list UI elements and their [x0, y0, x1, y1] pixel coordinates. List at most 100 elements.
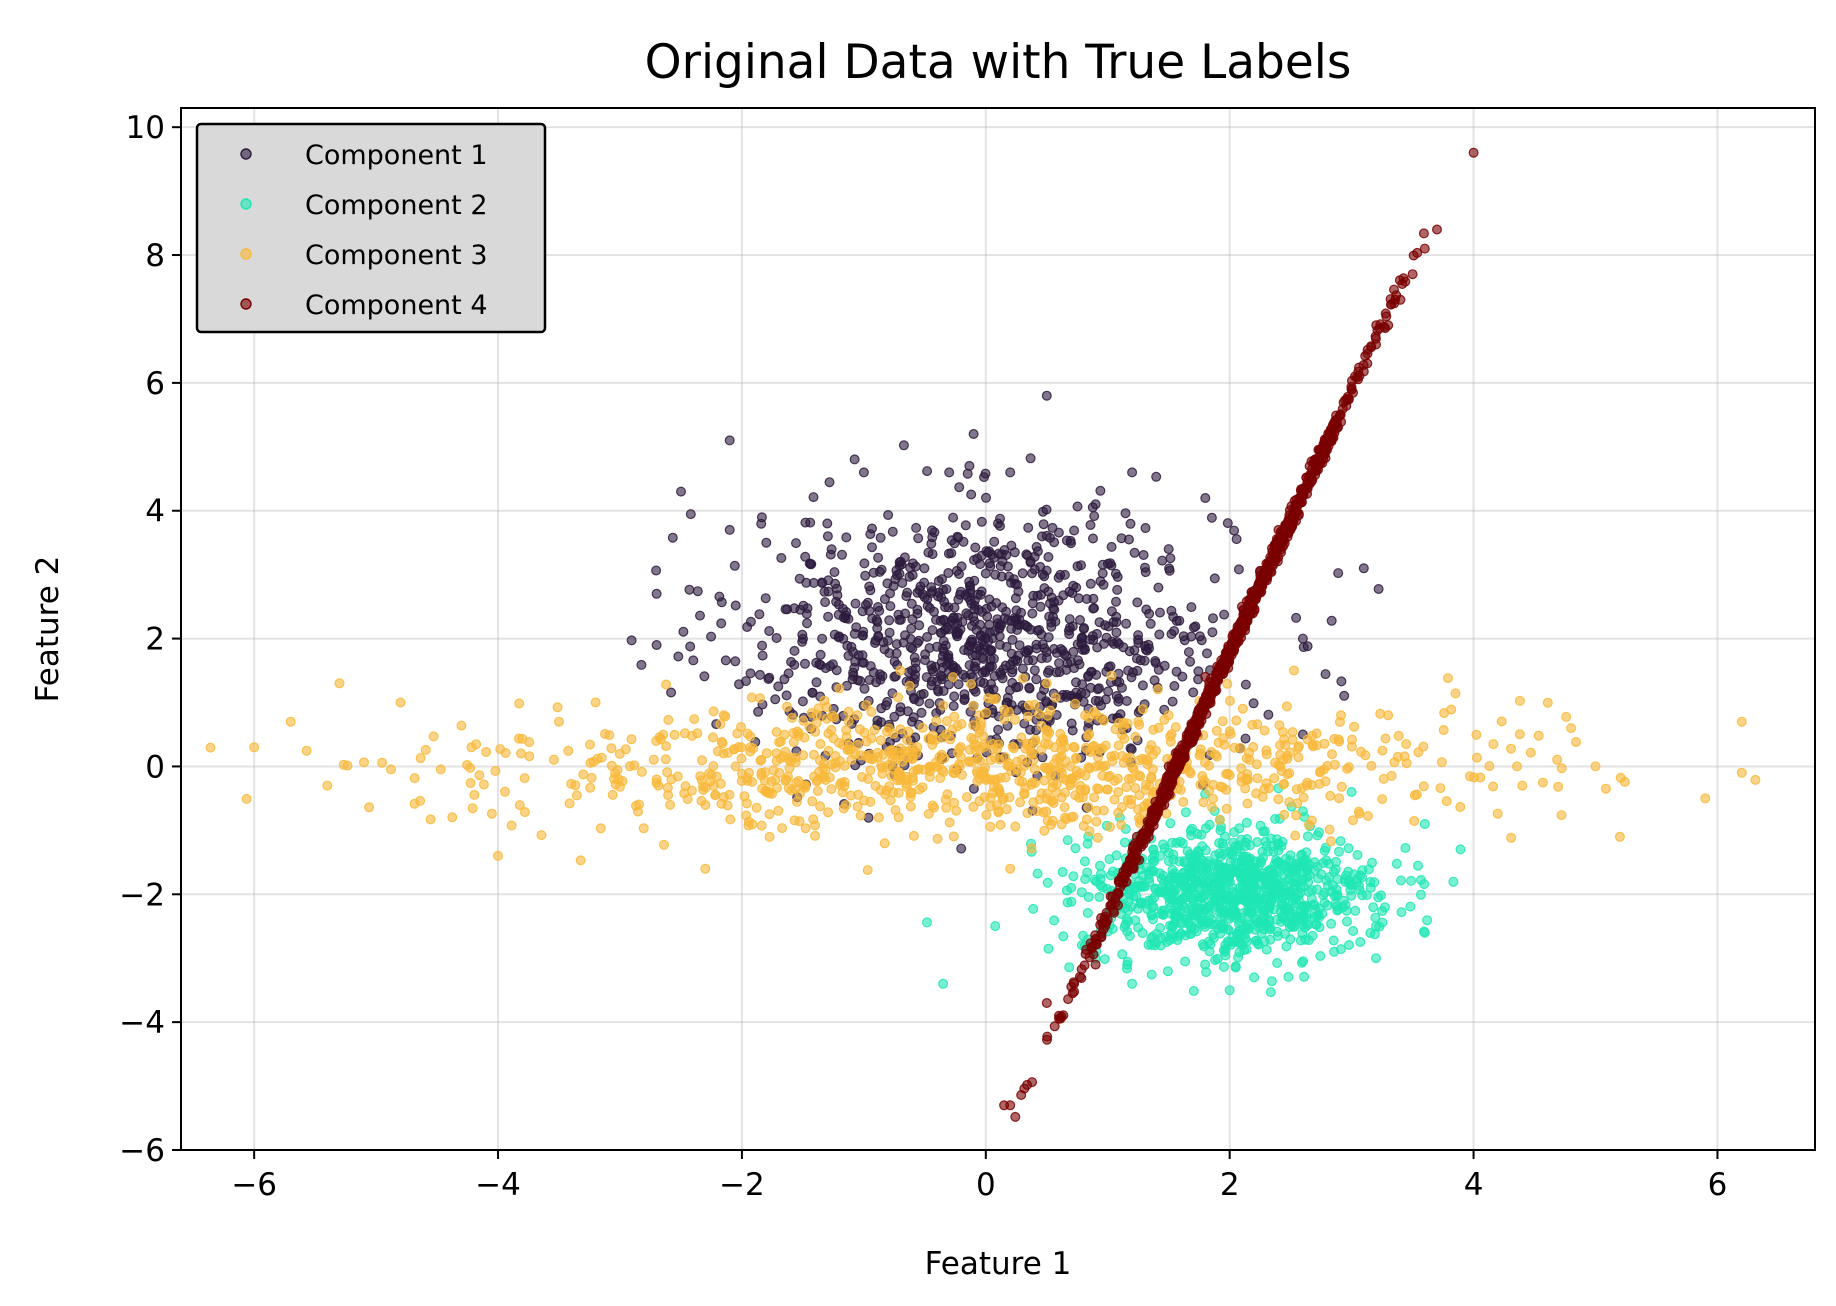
- scatter-point: [570, 780, 581, 791]
- scatter-point: [1272, 957, 1283, 968]
- scatter-point: [805, 559, 816, 570]
- scatter-point: [843, 706, 854, 717]
- scatter-point: [900, 608, 911, 619]
- scatter-point: [1009, 547, 1020, 558]
- scatter-point: [663, 790, 674, 801]
- scatter-point: [1001, 606, 1012, 617]
- scatter-point: [882, 635, 893, 646]
- scatter-point: [921, 672, 932, 683]
- scatter-point: [1016, 732, 1027, 743]
- scatter-point: [972, 768, 983, 779]
- scatter-point: [1113, 717, 1124, 728]
- scatter-point: [979, 626, 990, 637]
- scatter-point: [1345, 884, 1356, 895]
- scatter-point: [708, 761, 719, 772]
- scatter-point: [1025, 453, 1036, 464]
- scatter-point: [1203, 936, 1214, 947]
- scatter-point: [1035, 561, 1046, 572]
- scatter-point: [975, 676, 986, 687]
- scatter-point: [1352, 849, 1363, 860]
- scatter-point: [972, 553, 983, 564]
- scatter-point: [1242, 798, 1253, 809]
- scatter-point: [1240, 783, 1251, 794]
- scatter-point: [858, 467, 869, 478]
- scatter-point: [1073, 593, 1084, 604]
- scatter-point: [902, 734, 913, 745]
- scatter-point: [590, 697, 601, 708]
- scatter-point: [1151, 471, 1162, 482]
- scatter-point: [486, 808, 497, 819]
- scatter-point: [1285, 850, 1296, 861]
- legend-marker: [240, 198, 252, 210]
- scatter-point: [776, 552, 787, 563]
- scatter-point: [860, 599, 871, 610]
- scatter-point: [1556, 763, 1567, 774]
- scatter-point: [938, 978, 949, 989]
- scatter-point: [1083, 730, 1094, 741]
- scatter-point: [1049, 915, 1060, 926]
- scatter-point: [1119, 837, 1130, 848]
- scatter-point: [1088, 593, 1099, 604]
- scatter-point: [1188, 687, 1199, 698]
- scatter-point: [1128, 851, 1139, 862]
- scatter-point: [322, 780, 333, 791]
- scatter-point: [1325, 790, 1336, 801]
- scatter-point: [1080, 710, 1091, 721]
- scatter-point: [1185, 768, 1196, 779]
- scatter-point: [1750, 774, 1761, 785]
- scatter-point: [1322, 760, 1333, 771]
- scatter-point: [815, 649, 826, 660]
- scatter-point: [1171, 910, 1182, 921]
- scatter-point: [1104, 770, 1115, 781]
- scatter-point: [771, 782, 782, 793]
- scatter-point: [1095, 485, 1106, 496]
- scatter-point: [1375, 708, 1386, 719]
- scatter-point: [1085, 519, 1096, 530]
- scatter-point: [848, 667, 859, 678]
- scatter-point: [1291, 810, 1302, 821]
- scatter-point: [968, 801, 979, 812]
- scatter-point: [914, 620, 925, 631]
- scatter-point: [754, 693, 765, 704]
- scatter-point: [661, 679, 672, 690]
- scatter-point: [517, 733, 528, 744]
- scatter-point: [651, 588, 662, 599]
- scatter-point: [865, 796, 876, 807]
- chart-title: Original Data with True Labels: [645, 35, 1352, 90]
- scatter-point: [1290, 865, 1301, 876]
- scatter-point: [1200, 493, 1211, 504]
- scatter-point: [1004, 792, 1015, 803]
- scatter-point: [730, 656, 741, 667]
- scatter-point: [1171, 762, 1182, 773]
- scatter-point: [584, 739, 595, 750]
- scatter-point: [1533, 730, 1544, 741]
- scatter-point: [1207, 627, 1218, 638]
- scatter-point: [983, 693, 994, 704]
- scatter-point: [1146, 773, 1157, 784]
- scatter-point: [799, 658, 810, 669]
- scatter-point: [1279, 913, 1290, 924]
- scatter-point: [1590, 761, 1601, 772]
- scatter-point: [1125, 794, 1136, 805]
- scatter-point: [1078, 820, 1089, 831]
- scatter-point: [1219, 609, 1230, 620]
- scatter-point: [1222, 768, 1233, 779]
- scatter-point: [865, 765, 876, 776]
- scatter-point: [1237, 703, 1248, 714]
- scatter-point: [692, 586, 703, 597]
- scatter-point: [874, 669, 885, 680]
- scatter-point: [1318, 449, 1329, 460]
- scatter-point: [764, 831, 775, 842]
- scatter-point: [764, 625, 775, 636]
- scatter-point: [801, 618, 812, 629]
- scatter-point: [667, 532, 678, 543]
- scatter-point: [880, 789, 891, 800]
- scatter-point: [870, 635, 881, 646]
- scatter-point: [1088, 603, 1099, 614]
- scatter-point: [1419, 927, 1430, 938]
- scatter-point: [1132, 665, 1143, 676]
- scatter-point: [1204, 946, 1215, 957]
- scatter-point: [1039, 825, 1050, 836]
- scatter-point: [966, 620, 977, 631]
- scatter-point: [466, 742, 477, 753]
